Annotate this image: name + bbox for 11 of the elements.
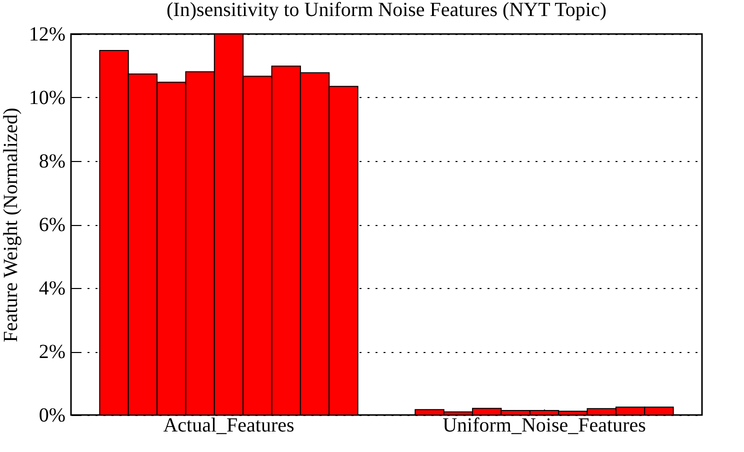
y-axis-title: Feature Weight (Normalized): [0, 108, 22, 342]
y-tick-label: 2%: [38, 341, 66, 363]
y-tick-label: 0%: [38, 404, 66, 426]
y-tick-label: 12%: [28, 24, 66, 46]
y-tick-label: 6%: [38, 214, 66, 236]
y-tick-label: 4%: [38, 278, 66, 300]
y-tick-label: 8%: [38, 150, 66, 172]
x-tick-label: Actual_Features: [163, 414, 294, 436]
chart-title: (In)sensitivity to Uniform Noise Features (NYT Topic): [166, 0, 607, 21]
x-tick-label: Uniform_Noise_Features: [442, 414, 646, 436]
y-tick-label: 10%: [28, 87, 66, 109]
